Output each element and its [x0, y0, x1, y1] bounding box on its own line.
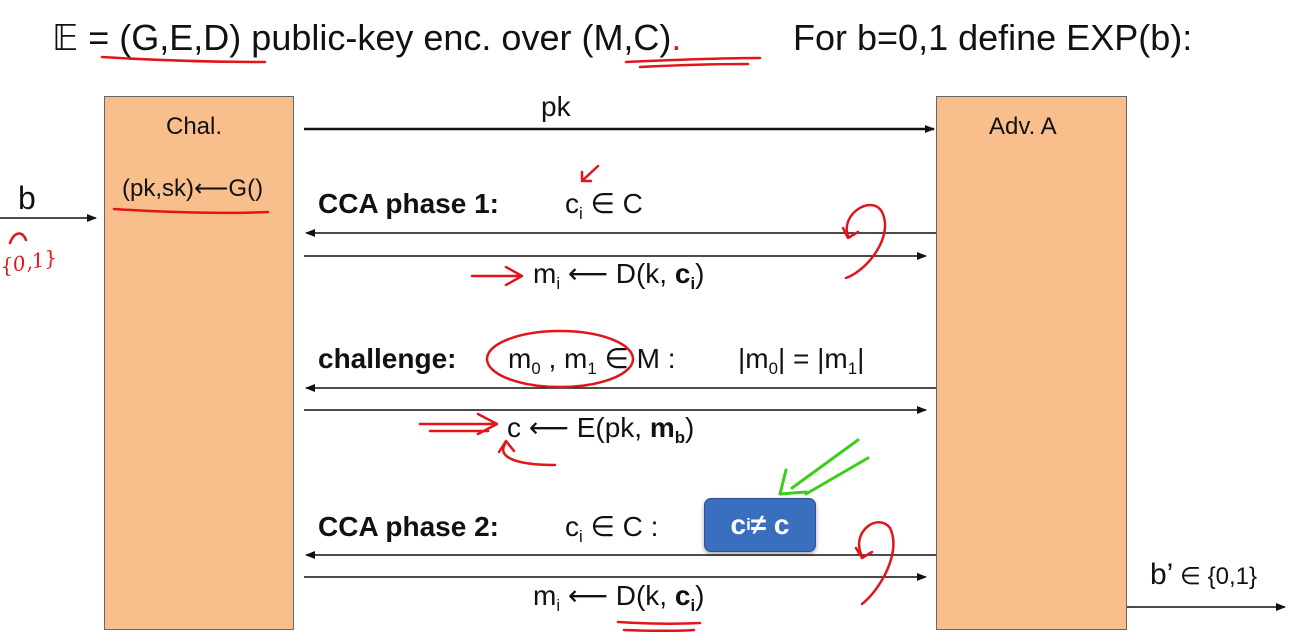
- title-dot: .: [671, 17, 682, 58]
- phase1-resp-end: ): [695, 258, 705, 289]
- m0-sub: 0: [531, 358, 541, 378]
- input-b-label: b: [18, 180, 36, 216]
- phase1-query: ci ∈ C: [565, 188, 643, 222]
- green-arrow-line-1: [790, 438, 860, 490]
- title-middle: public-key enc. over: [241, 17, 582, 58]
- underline-spaces-2: [638, 62, 750, 69]
- phase1-loop-tip: [841, 226, 860, 240]
- phase1-label: CCA phase 1:: [318, 188, 500, 219]
- m1: m: [564, 343, 588, 374]
- phase2-resp-mid: ⟵ D(k,: [560, 580, 675, 611]
- len-a: |m: [738, 343, 769, 374]
- scheme-symbol: 𝔼: [52, 17, 79, 58]
- output-b-prime: b’ ∈ {0,1}: [1150, 560, 1257, 590]
- underline-phase2-decrypt-2: [622, 628, 696, 632]
- m0: m: [508, 343, 532, 374]
- phase2-resp-m-sub: i: [556, 595, 561, 615]
- title-for-clause: For b=0,1 define EXP(b):: [793, 17, 1193, 58]
- challenge-resp-hook: [502, 442, 557, 467]
- challenge-in-M: ∈ M :: [596, 343, 676, 374]
- underline-scheme: [100, 55, 267, 64]
- phase1-resp-pointer: [470, 265, 524, 287]
- phase1-ci-arrow: [580, 164, 600, 183]
- phase2-resp-c: c: [674, 580, 691, 611]
- phase1-resp-c-sub: i: [690, 273, 696, 293]
- message-ciphertext-spaces: (M,C): [581, 17, 672, 58]
- challenge-resp-sub: b: [674, 427, 686, 447]
- input-b-hat: [8, 232, 28, 245]
- challenge-resp-end: ): [685, 412, 695, 443]
- green-arrow-head: [778, 468, 808, 496]
- output-set: ∈ {0,1}: [1173, 563, 1257, 590]
- phase1-resp-c: c: [674, 258, 691, 289]
- scheme-definition: = (G,E,D): [78, 17, 242, 58]
- title: 𝔼 = (G,E,D) public-key enc. over (M,C).: [52, 20, 681, 56]
- phase2-c-sub: i: [579, 526, 583, 546]
- m1-sub: 1: [587, 358, 597, 378]
- challenge-label: challenge:: [318, 343, 457, 374]
- len-a-sub: 0: [768, 358, 778, 378]
- adversary-label: Adv. A: [989, 113, 1057, 140]
- len-mid: | = |m: [777, 343, 848, 374]
- challenger-box: [104, 96, 294, 630]
- phase2-response: mi ⟵ D(k, ci): [533, 580, 705, 614]
- phase2-resp-m: m: [533, 580, 557, 611]
- phase2-resp-c-sub: i: [690, 595, 696, 615]
- phase1-resp-mid: ⟵ D(k,: [560, 258, 675, 289]
- phase1-c: c: [565, 188, 579, 219]
- phase1-response: mi ⟵ D(k, ci): [533, 258, 705, 292]
- phase1-resp-m-sub: i: [556, 273, 561, 293]
- phase2-resp-end: ): [695, 580, 705, 611]
- challenge-resp-a: c ⟵ E(pk,: [507, 412, 650, 443]
- circle-m0-m1: [485, 329, 635, 389]
- phase2-label: CCA phase 2:: [318, 511, 500, 542]
- challenge-comma: ,: [540, 343, 565, 374]
- underline-phase2-decrypt-1: [616, 620, 702, 625]
- challenger-keygen: (pk,sk)⟵G(): [122, 175, 264, 202]
- green-arrow-line-2: [804, 456, 870, 496]
- adversary-box: [936, 96, 1127, 630]
- len-b-sub: 1: [847, 358, 858, 378]
- underline-spaces-1: [624, 56, 762, 64]
- len-end: |: [857, 343, 865, 374]
- challenge-resp-m: m: [649, 412, 675, 443]
- phase2-c: c: [565, 511, 579, 542]
- phase2-loop: [857, 521, 895, 606]
- pk-label: pk: [541, 91, 571, 122]
- phase2-loop-tip: [854, 546, 874, 560]
- challenge-response: c ⟵ E(pk, mb): [507, 412, 695, 446]
- phase1-c-sub: i: [579, 203, 583, 223]
- underline-keygen: [112, 207, 270, 215]
- phase2-in-C: ∈ C :: [582, 511, 659, 542]
- phase2-constraint-c: c: [730, 509, 747, 540]
- output-label: b’: [1150, 558, 1174, 591]
- phase1-in-C: ∈ C: [582, 188, 643, 219]
- challenge-resp-hook-tip: [497, 439, 516, 454]
- phase2-query: ci ∈ C :: [565, 511, 659, 545]
- length-equality: |m0| = |m1|: [738, 343, 865, 377]
- challenger-label: Chal.: [166, 113, 223, 140]
- phase2-constraint-rest: ≠ c: [750, 509, 790, 540]
- phase1-resp-m: m: [533, 258, 557, 289]
- challenge-query: m0 , m1 ∈ M :: [508, 343, 676, 377]
- phase1-loop: [844, 203, 887, 280]
